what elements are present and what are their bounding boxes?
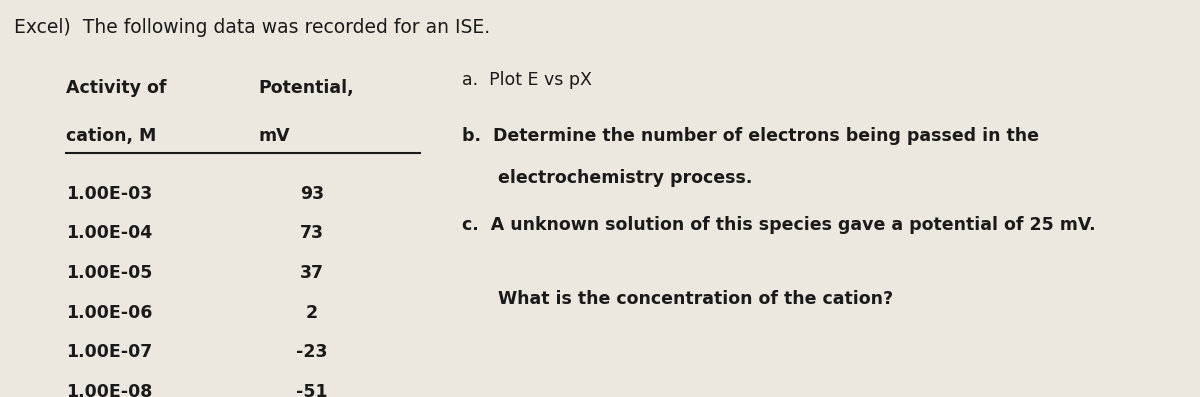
Text: 1.00E-03: 1.00E-03 [66,185,152,202]
Text: Activity of: Activity of [66,79,167,97]
Text: 93: 93 [300,185,324,202]
Text: 1.00E-07: 1.00E-07 [66,343,152,361]
Text: -51: -51 [296,383,328,397]
Text: 1.00E-08: 1.00E-08 [66,383,152,397]
Text: -23: -23 [296,343,328,361]
Text: Potential,: Potential, [258,79,354,97]
Text: 2: 2 [306,304,318,322]
Text: c.  A unknown solution of this species gave a potential of 25 mV.: c. A unknown solution of this species ga… [462,216,1096,234]
Text: 1.00E-04: 1.00E-04 [66,224,152,242]
Text: electrochemistry process.: electrochemistry process. [462,169,752,187]
Text: Excel)  The following data was recorded for an ISE.: Excel) The following data was recorded f… [14,18,491,37]
Text: a.  Plot E vs pX: a. Plot E vs pX [462,71,592,89]
Text: 1.00E-05: 1.00E-05 [66,264,152,282]
Text: b.  Determine the number of electrons being passed in the: b. Determine the number of electrons bei… [462,127,1039,145]
Text: 37: 37 [300,264,324,282]
Text: cation, M: cation, M [66,127,156,145]
Text: 73: 73 [300,224,324,242]
Text: 1.00E-06: 1.00E-06 [66,304,152,322]
Text: What is the concentration of the cation?: What is the concentration of the cation? [462,290,893,308]
Text: mV: mV [258,127,289,145]
